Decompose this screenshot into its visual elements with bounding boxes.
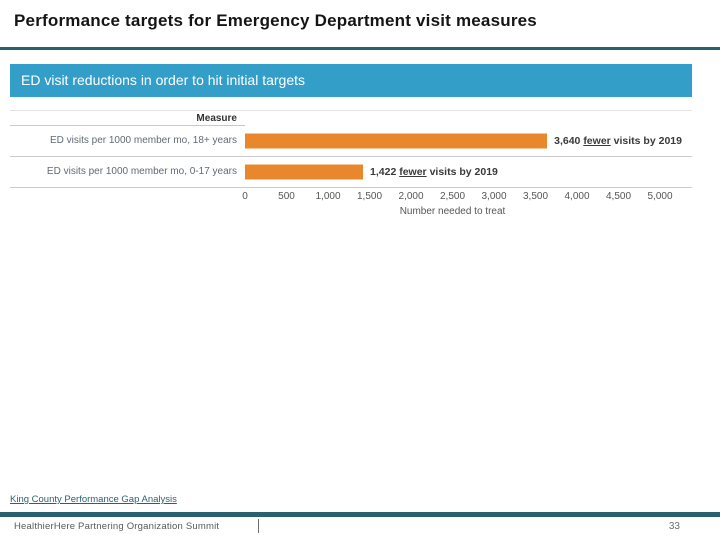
page-number: 33	[668, 521, 680, 532]
x-axis-tick-label: 2,000	[398, 191, 424, 202]
category-label: ED visits per 1000 member mo, 0-17 years	[46, 166, 237, 177]
title-divider	[0, 47, 720, 50]
measure-header-underline	[10, 125, 245, 126]
value-bar	[245, 164, 364, 180]
x-axis-tick-label: 0	[242, 191, 248, 202]
footer-separator	[258, 519, 259, 533]
x-axis-label: Number needed to treat	[399, 206, 506, 217]
x-axis-tick-label: 5,000	[647, 191, 673, 202]
value-bar	[245, 133, 548, 149]
page-title: Performance targets for Emergency Depart…	[14, 11, 537, 30]
bar-annotation: 3,640 fewer visits by 2019	[554, 135, 682, 147]
chart-row: ED visits per 1000 member mo, 0-17 years…	[10, 157, 692, 188]
x-axis-tick-label: 1,000	[315, 191, 341, 202]
ed-visit-reductions-chart: ED visit reductions in order to hit init…	[10, 64, 692, 224]
row-plot-area: 1,422 fewer visits by 2019	[245, 157, 660, 187]
x-axis-tick-label: 4,500	[605, 191, 632, 202]
x-axis: 0 500 1,000 1,500 2,000 2,500 3,000 3,500 4,000 4…	[242, 189, 672, 217]
row-plot-area: 3,640 fewer visits by 2019	[245, 126, 682, 156]
x-axis-tick-label: 2,500	[439, 191, 466, 202]
footer-divider	[0, 512, 720, 517]
footer-event-name: HealthierHere Partnering Organization Su…	[14, 521, 220, 532]
x-axis-tick-label: 500	[278, 191, 295, 202]
source-link[interactable]: King County Performance Gap Analysis	[10, 494, 177, 505]
chart-table: Measure ED visits per 1000 member mo, 18…	[10, 110, 692, 217]
x-axis-tick-label: 3,000	[481, 191, 507, 202]
category-label: ED visits per 1000 member mo, 18+ years	[49, 135, 237, 146]
x-axis-tick-label: 3,500	[522, 191, 549, 202]
x-axis-ticks: 0 500 1,000 1,500 2,000 2,500 3,000 3,500 4,000 4…	[242, 189, 672, 202]
measure-column-header: Measure	[196, 113, 237, 124]
x-axis-tick-label: 4,000	[564, 191, 590, 202]
chart-title-bar: ED visit reductions in order to hit init…	[10, 64, 692, 97]
bar-annotation: 1,422 fewer visits by 2019	[370, 166, 498, 178]
chart-rows: ED visits per 1000 member mo, 18+ years 3…	[10, 126, 692, 188]
chart-row: ED visits per 1000 member mo, 18+ years 3…	[10, 126, 692, 157]
x-axis-tick-label: 1,500	[356, 191, 383, 202]
